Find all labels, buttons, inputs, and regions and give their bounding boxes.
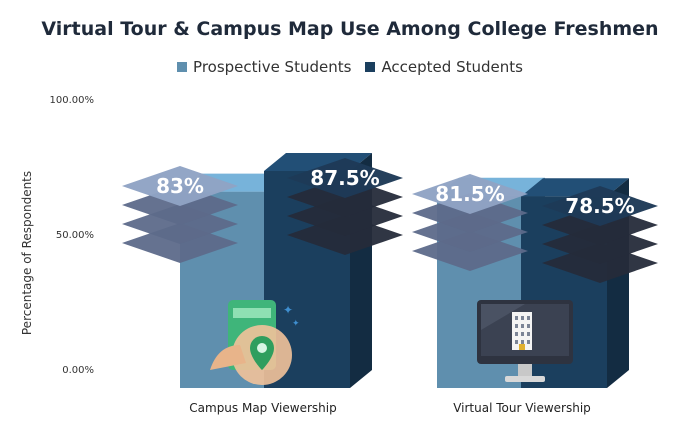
- x-tick-label: Virtual Tour Viewership: [453, 401, 591, 415]
- chart-title: Virtual Tour & Campus Map Use Among Coll…: [41, 18, 659, 40]
- legend-swatch-prospective: [177, 62, 188, 72]
- data-label: 81.5%: [435, 182, 504, 206]
- legend-item-accepted: Accepted Students: [365, 58, 523, 76]
- y-tick-label: 0.00%: [62, 365, 94, 376]
- campus-map-phone-icon: ✦✦: [210, 300, 300, 385]
- legend-label-prospective: Prospective Students: [193, 58, 352, 76]
- svg-text:✦: ✦: [283, 303, 293, 317]
- legend-swatch-accepted: [365, 62, 376, 72]
- data-label: 78.5%: [565, 194, 634, 218]
- y-tick-label: 100.00%: [50, 95, 95, 106]
- y-tick-label: 50.00%: [56, 230, 94, 241]
- layer-stack-icon: [287, 158, 403, 255]
- layer-stack-icon: [412, 174, 528, 271]
- virtual-tour-monitor-icon: [477, 300, 573, 382]
- layer-stack-icon: [542, 186, 658, 283]
- x-tick-label: Campus Map Viewership: [189, 401, 336, 415]
- legend-item-prospective: Prospective Students: [177, 58, 351, 76]
- y-axis-title: Percentage of Respondents: [20, 171, 34, 335]
- svg-text:✦: ✦: [292, 319, 300, 329]
- legend-label-accepted: Accepted Students: [381, 58, 523, 76]
- layer-stack-icon: [122, 166, 238, 263]
- data-label: 83%: [156, 174, 204, 198]
- data-label: 87.5%: [310, 166, 379, 190]
- legend: Prospective Students Accepted Students: [0, 58, 700, 76]
